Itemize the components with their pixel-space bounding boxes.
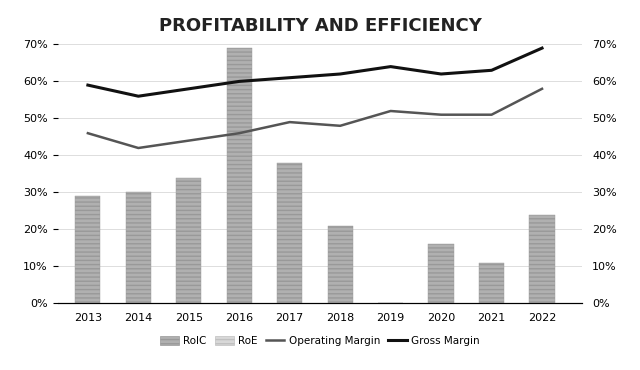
Bar xyxy=(125,192,151,303)
Bar xyxy=(277,163,302,303)
Bar xyxy=(227,48,252,303)
Bar xyxy=(76,196,100,303)
Bar xyxy=(328,226,353,303)
Bar xyxy=(429,244,454,303)
Legend: RoIC, RoE, Operating Margin, Gross Margin: RoIC, RoE, Operating Margin, Gross Margi… xyxy=(156,332,484,350)
Bar xyxy=(176,178,202,303)
Bar xyxy=(529,215,555,303)
Title: PROFITABILITY AND EFFICIENCY: PROFITABILITY AND EFFICIENCY xyxy=(159,17,481,34)
Bar xyxy=(479,263,504,303)
